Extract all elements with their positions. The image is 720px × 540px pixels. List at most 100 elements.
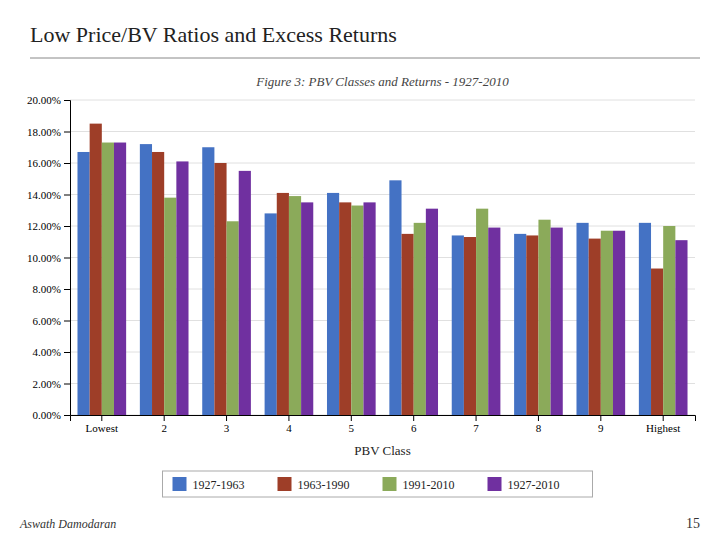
y-tick: 0.00% — [33, 409, 70, 421]
y-tick-mark — [64, 195, 70, 196]
x-tick-mark — [476, 415, 477, 421]
bar — [675, 240, 687, 415]
bar — [301, 202, 313, 415]
bars — [77, 124, 687, 415]
x-tick: 5 — [349, 415, 355, 434]
y-tick-label: 0.00% — [33, 409, 61, 421]
legend-label: 1991-2010 — [403, 478, 455, 492]
bar — [514, 234, 526, 415]
legend: 1927-1963 1963-1990 1991-2010 1927-2010 — [163, 471, 593, 497]
y-tick-mark — [64, 226, 70, 227]
legend-label: 1963-1990 — [298, 478, 350, 492]
legend-frame — [163, 471, 593, 497]
bar — [651, 269, 663, 415]
y-tick-label: 18.00% — [27, 126, 61, 138]
bar — [476, 209, 488, 415]
y-axis: 0.00% 2.00% 4.00% 6.00% 8.00% 10.00% 12.00% 14.… — [27, 94, 70, 421]
bar — [452, 235, 464, 415]
x-tick-mark — [351, 415, 352, 421]
bar — [663, 226, 675, 415]
legend-swatch — [278, 477, 292, 491]
legend-item: 1927-2010 — [488, 477, 560, 492]
bar — [389, 180, 401, 415]
y-tick-mark — [64, 289, 70, 290]
y-tick-mark — [64, 352, 70, 353]
bar — [363, 202, 375, 415]
bar — [77, 152, 89, 415]
bar — [488, 228, 500, 415]
y-tick-mark — [64, 163, 70, 164]
legend-item: 1991-2010 — [383, 477, 455, 492]
title: Low Price/BV Ratios and Excess Returns — [30, 22, 397, 47]
x-tick-label: 6 — [411, 422, 417, 434]
bar — [214, 163, 226, 415]
bar — [277, 193, 289, 415]
bar-series — [77, 144, 651, 415]
footer-annotation: Aswath Damodaran — [19, 517, 116, 531]
bar — [351, 206, 363, 415]
bar — [202, 147, 214, 415]
x-tick-mark — [538, 415, 539, 421]
bar-series — [90, 124, 664, 415]
bar — [639, 223, 651, 415]
y-tick-mark — [64, 258, 70, 259]
x-tick-label: 3 — [224, 422, 230, 434]
grid-line — [70, 131, 695, 132]
bar — [526, 235, 538, 415]
bar — [576, 223, 588, 415]
bar-series — [102, 143, 676, 415]
legend-label: 1927-1963 — [193, 478, 245, 492]
x-tick: 7 — [473, 415, 479, 434]
x-tick-mark — [226, 415, 227, 421]
y-tick-mark — [64, 384, 70, 385]
y-tick-label: 10.00% — [27, 252, 61, 264]
legend-swatch — [383, 477, 397, 491]
y-tick-label: 4.00% — [33, 346, 61, 358]
bar — [464, 237, 476, 415]
x-tick-label: 4 — [286, 422, 292, 434]
bar-series — [114, 143, 688, 415]
y-tick-mark — [64, 415, 70, 416]
bar — [102, 143, 114, 415]
y-tick-label: 8.00% — [33, 283, 61, 295]
y-tick: 4.00% — [33, 346, 70, 358]
x-tick-label: 9 — [598, 422, 604, 434]
y-tick: 20.00% — [27, 94, 70, 106]
y-tick: 2.00% — [33, 378, 70, 390]
bar — [239, 171, 251, 415]
bar — [339, 202, 351, 415]
y-tick-label: 16.00% — [27, 157, 61, 169]
x-axis-title: PBV Class — [354, 443, 410, 458]
x-tick-label: 2 — [161, 422, 167, 434]
chart: Low Price/BV Ratios and Excess ReturnsFi… — [0, 0, 720, 540]
x-axis-line — [71, 416, 696, 422]
x-tick: 3 — [224, 415, 230, 434]
bar — [601, 231, 613, 415]
bar — [402, 234, 414, 415]
grid — [70, 100, 695, 415]
legend-swatch — [173, 477, 187, 491]
y-axis-line — [64, 101, 71, 416]
x-tick: 2 — [161, 415, 167, 434]
y-tick: 6.00% — [33, 315, 70, 327]
legend-item: 1927-1963 — [173, 477, 245, 492]
y-tick-mark — [64, 321, 70, 322]
y-tick-label: 20.00% — [27, 94, 61, 106]
bar — [176, 161, 188, 415]
y-tick: 16.00% — [27, 157, 70, 169]
bar — [414, 223, 426, 415]
y-tick: 12.00% — [27, 220, 70, 232]
x-tick: 6 — [411, 415, 417, 434]
y-tick: 14.00% — [27, 189, 70, 201]
plot: 0.00% 2.00% 4.00% 6.00% 8.00% 10.00% 12.00% 14.… — [27, 94, 695, 458]
bar — [589, 239, 601, 415]
x-tick-label: Highest — [646, 422, 680, 434]
x-tick-label: 7 — [473, 422, 479, 434]
x-tick-label: Lowest — [86, 422, 118, 434]
bar — [265, 213, 277, 415]
x-tick-mark — [288, 415, 289, 421]
x-tick: 4 — [286, 415, 292, 434]
legend-swatch — [488, 477, 502, 491]
bar — [327, 193, 339, 415]
x-axis: Lowest23456789Highest — [71, 415, 696, 434]
